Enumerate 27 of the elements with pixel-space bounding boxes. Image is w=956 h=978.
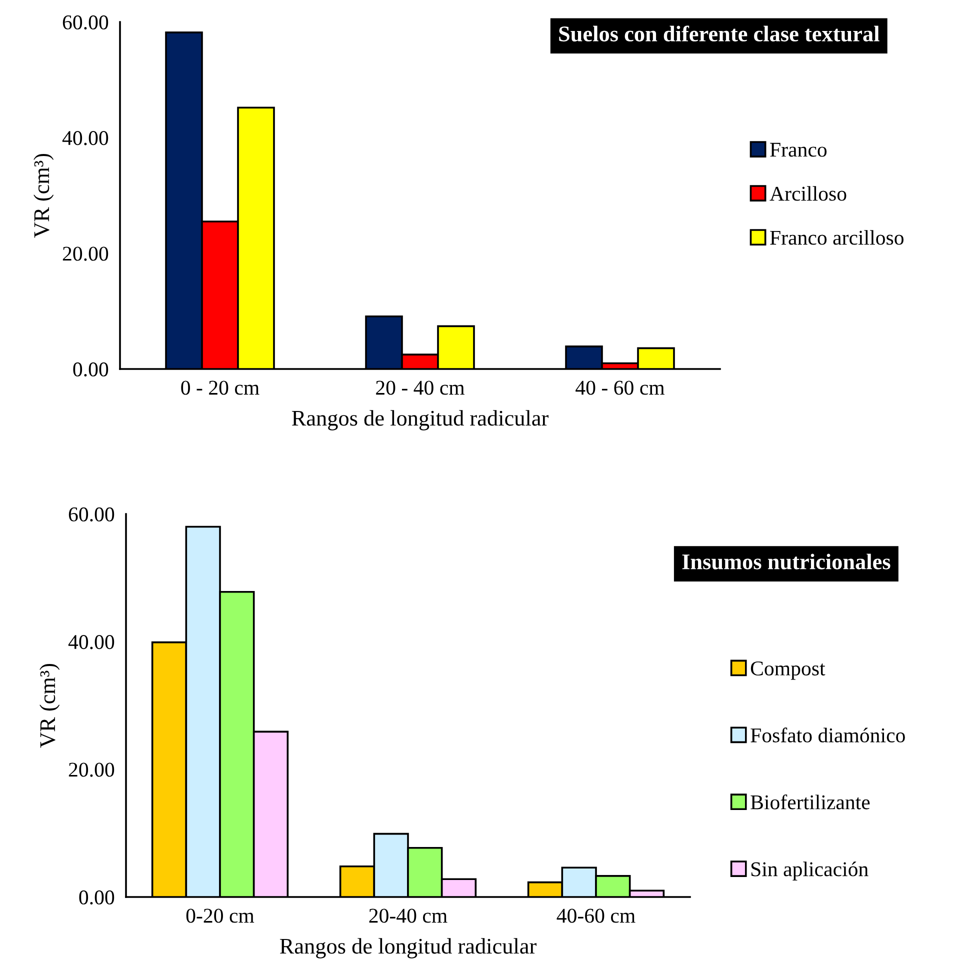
legend-label: Arcilloso <box>770 186 846 201</box>
x-tick-label: 40 - 60 cm <box>576 380 665 395</box>
y-tick-label: 60.00 <box>62 15 108 30</box>
legend-label: Compost <box>750 661 826 680</box>
text: Insumos nutricionales <box>682 554 890 570</box>
legend-label: Sin aplicación <box>751 862 868 881</box>
y-tick-label: 0.00 <box>79 890 114 905</box>
y-tick-label: 20.00 <box>68 762 114 777</box>
x-axis-title: Rangos de longitud radicular <box>292 410 548 430</box>
y-tick-label: 20.00 <box>62 246 108 261</box>
legend-label: Franco arcilloso <box>770 230 904 245</box>
x-tick-label: 20-40 cm <box>369 908 448 923</box>
x-axis-title: Rangos de longitud radicular <box>280 938 536 958</box>
x-tick-label: 0 - 20 cm <box>181 380 260 395</box>
x-tick-label: 40-60 cm <box>556 908 636 923</box>
y-tick-label: 0.00 <box>73 362 108 377</box>
legend-label: Franco <box>770 142 827 157</box>
legend-label: Fosfato diamónico <box>750 728 905 742</box>
y-tick-label: 40.00 <box>62 131 108 146</box>
chart-title: Suelos con diferente clase textural <box>559 26 880 42</box>
y-axis-title: VR (cm³) <box>34 154 54 238</box>
y-tick-label: 40.00 <box>68 635 114 650</box>
x-tick-label: 0-20 cm <box>186 908 254 923</box>
legend-label: Biofertilizante <box>750 794 870 810</box>
y-axis-title: VR (cm³) <box>40 664 60 748</box>
x-tick-label: 20 - 40 cm <box>376 380 465 395</box>
y-tick-label: 60.00 <box>68 507 114 522</box>
